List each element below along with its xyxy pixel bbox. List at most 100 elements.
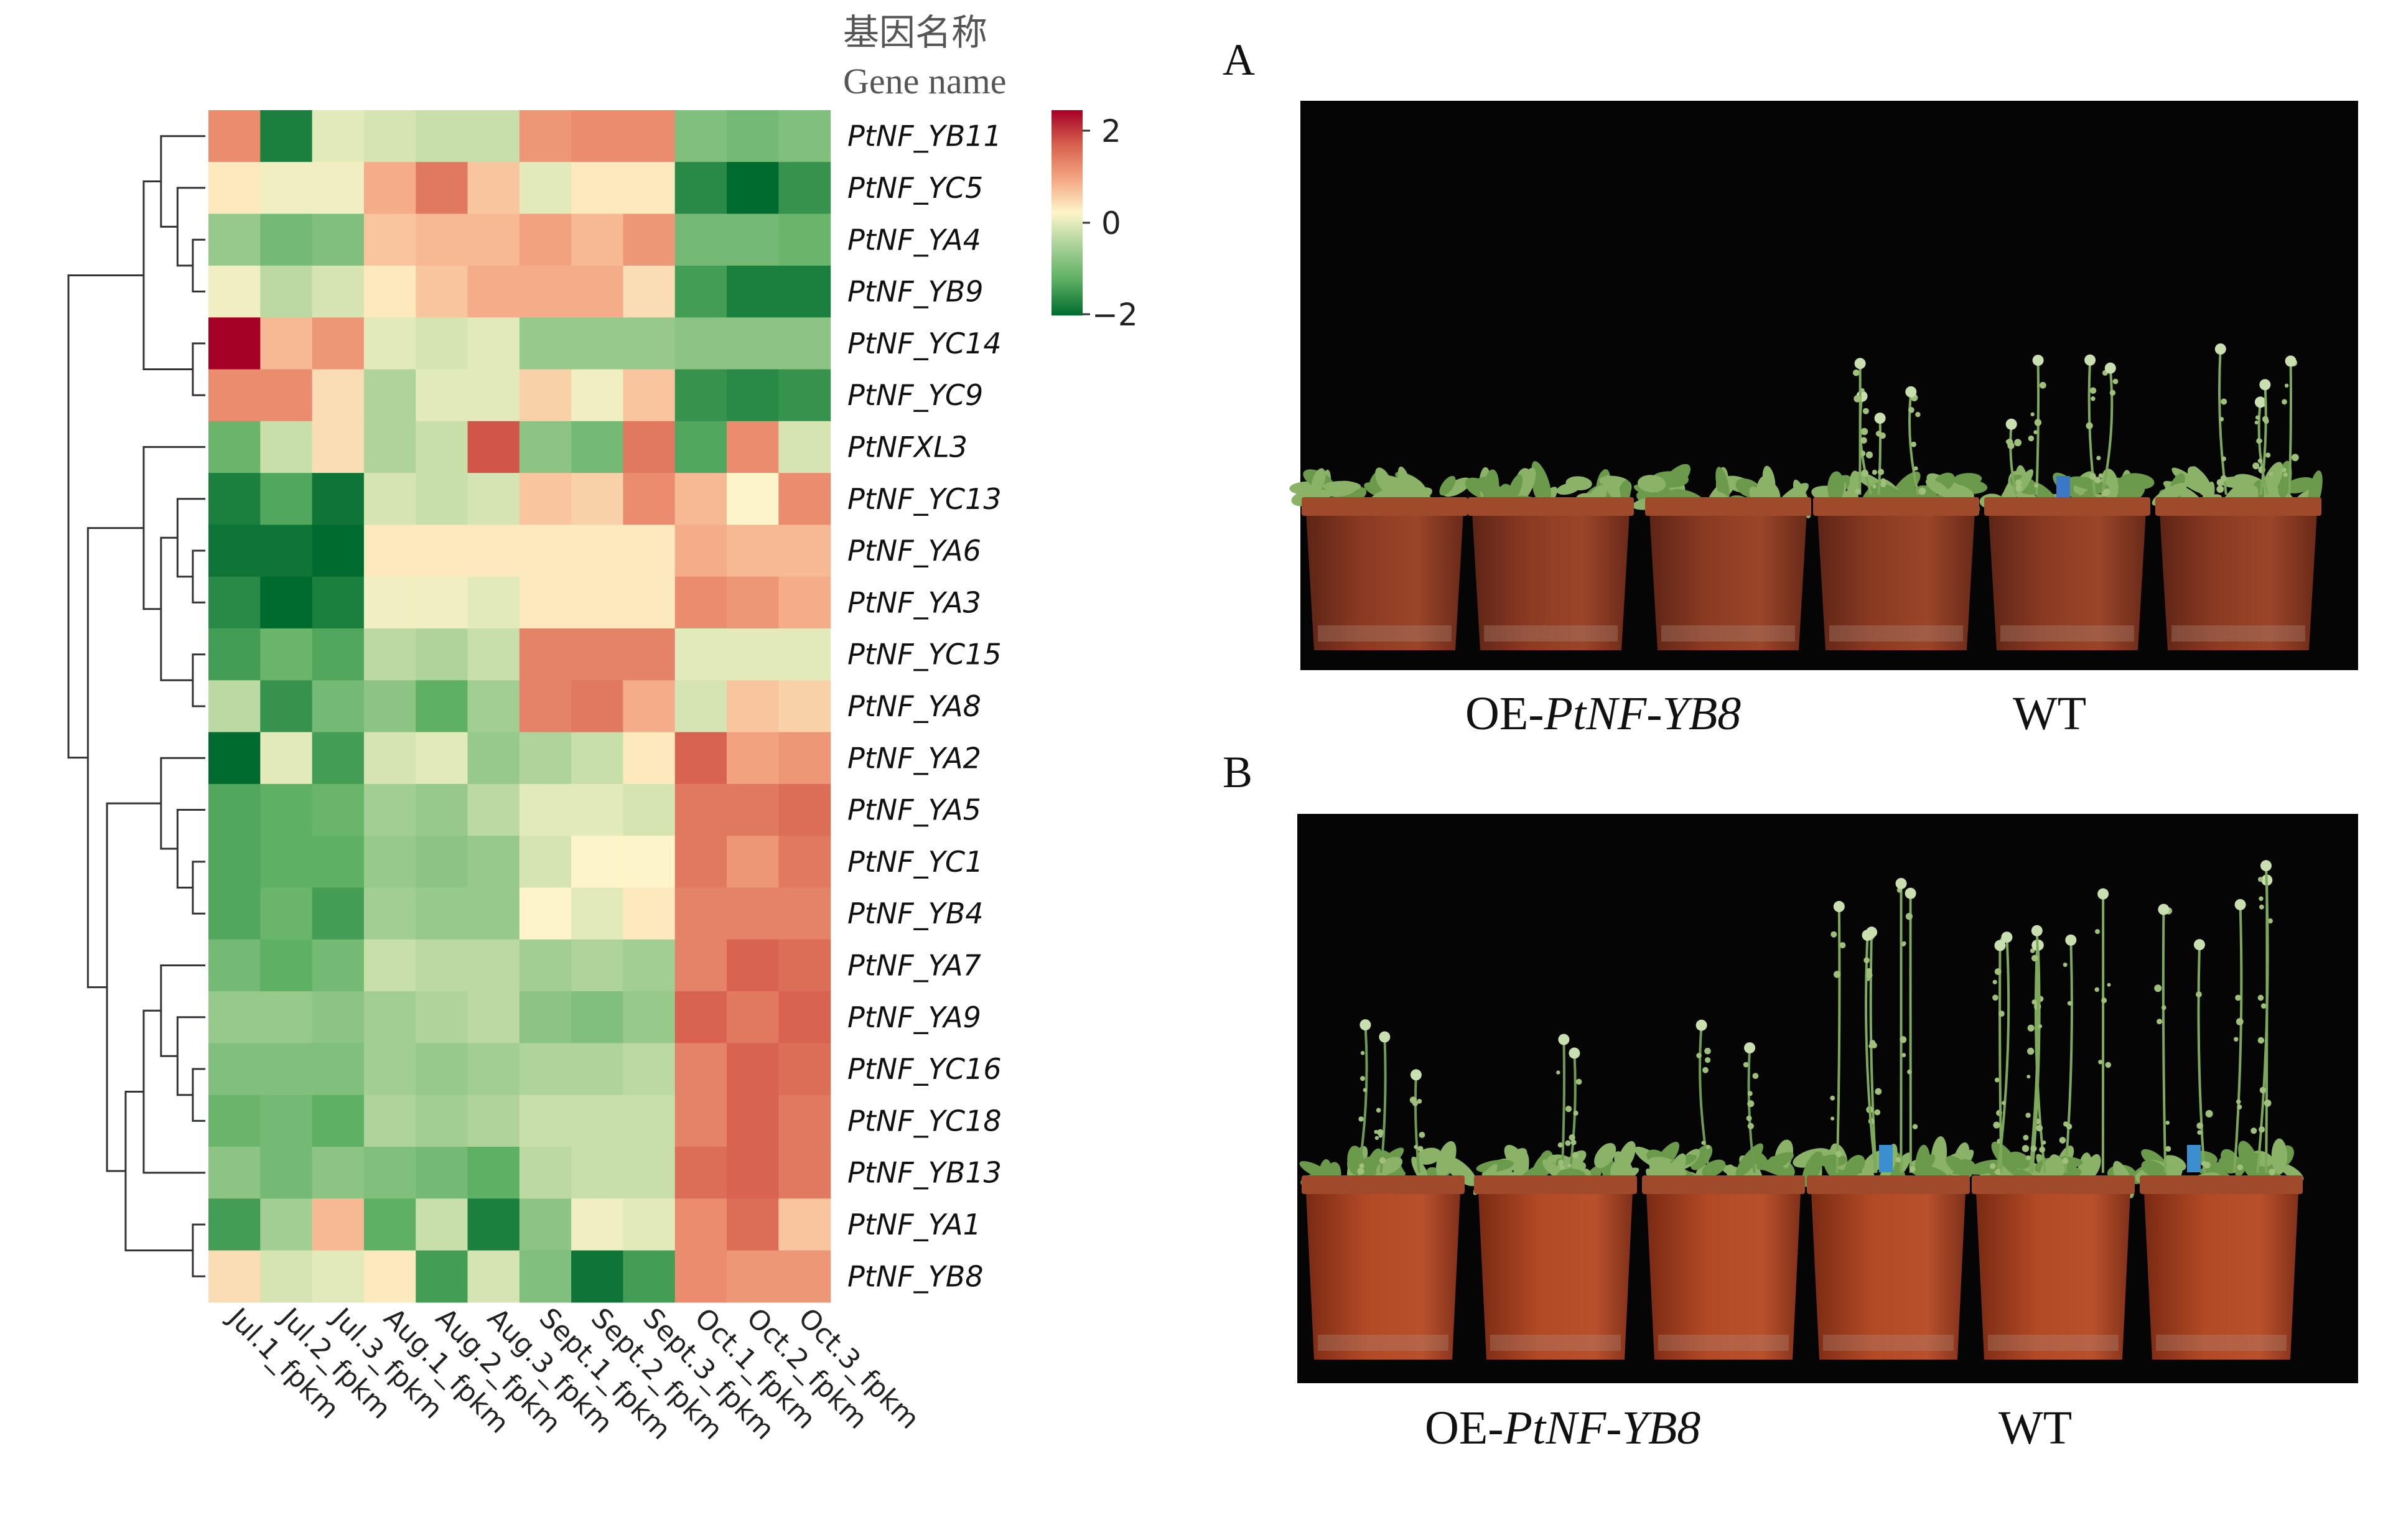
seed-pod [2284,383,2289,388]
leaf [1542,1159,1561,1178]
heatmap-cell [260,732,313,785]
heatmap-cell [260,680,313,733]
heatmap-cell [467,680,520,733]
heatmap-cell [727,162,779,215]
seed-pod [2257,994,2264,1001]
heatmap-cell [571,110,623,162]
heatmap-cell [363,991,416,1043]
flower-head [2065,934,2077,946]
flower-head [1862,930,1873,941]
heatmap-cell [363,836,416,889]
flower-pot [1817,501,1975,650]
dendrogram-branch [142,180,193,370]
heatmap-cell [416,110,469,162]
heatmap-cell [363,369,416,422]
flower-head [2097,888,2109,900]
photo-a-plants [1289,343,2323,520]
seed-pod [2265,452,2271,458]
heatmap-cell [363,1094,416,1147]
heatmap-cell [363,1043,416,1096]
dendrogram-branch [192,1068,205,1122]
seed-pod [1854,395,1861,403]
seed-pod [2259,904,2264,910]
heatmap-cell [312,162,365,215]
seed-pod [1752,1073,1759,1080]
seed-pod [1358,1116,1364,1122]
flower-head [2158,903,2170,915]
row-label: PtNF_YC13 [847,482,1002,516]
row-labels: PtNF_YB11 PtNF_YC5 PtNF_YA4 PtNF_YB9 PtNF_YC… [847,119,1002,1294]
row-label: PtNF_YA8 [847,689,981,723]
heatmap-cell [727,317,779,370]
heatmap-cell [312,732,365,785]
seed-pod [1376,1108,1381,1113]
heatmap-cell [571,836,623,889]
heatmap-cell [571,680,623,733]
flower-stem [1908,391,1920,495]
pot-rim [1474,1175,1637,1194]
heatmap-cell [727,628,779,681]
seed-pod [2205,1109,2213,1118]
seed-pod [1747,1091,1753,1096]
heatmap-cell [416,473,469,525]
heatmap-cell [467,369,520,422]
heatmap-cell [312,1094,365,1147]
heatmap-cell [208,783,261,836]
pot-base-stain [1490,1335,1621,1351]
photo-panel-b: B OE-PtNF-YB8 WT [1223,747,2358,1454]
seed-pod [1992,994,1998,1001]
heatmap-cell [467,576,520,629]
heatmap-cell [727,1147,779,1199]
seed-pod [2105,1062,2112,1068]
heatmap-cell [467,421,520,474]
flower-pot [1478,1179,1633,1360]
panel-b-caption-oe: OE-PtNF-YB8 [1425,1402,1700,1454]
dendrogram-branch [176,1016,205,1096]
heatmap-cell [571,939,623,992]
heatmap-cell [727,1250,779,1303]
heatmap-cell [571,628,623,681]
heatmap-cell [778,732,831,785]
seed-pod [2039,381,2046,389]
heatmap-cell [571,887,623,940]
pot-base-stain [1988,1335,2119,1351]
heatmap-cell [571,317,623,370]
heatmap-cell [519,939,572,992]
leaf [1637,475,1666,493]
leaf [1415,1147,1442,1165]
heatmap-cell [416,1094,469,1147]
seed-pod [2030,1145,2037,1152]
leaf [1817,1154,1848,1167]
heatmap-cell [208,939,261,992]
heatmap-cell [363,1198,416,1251]
seed-pod [1414,1145,1418,1149]
seed-pod [2157,1019,2163,1025]
heatmap-cell [519,317,572,370]
heatmap-cell [571,473,623,525]
seed-pod [1377,1129,1384,1136]
heatmap-cell [727,939,779,992]
heatmap-cell [674,473,727,525]
pot-base-stain [2171,625,2305,642]
seed-pod [2089,387,2097,394]
seed-pod [1379,1157,1386,1164]
seed-pod [2067,1001,2073,1006]
heatmap-cell [260,525,313,577]
heatmap-cell [571,1043,623,1096]
heatmap-cell [674,110,727,162]
heatmap-cell [623,213,676,266]
heatmap-cell [623,162,676,215]
heatmap-cell [519,1043,572,1096]
leaf [1364,1148,1382,1182]
heatmap-cell [363,265,416,318]
seed-pod [1565,1106,1572,1113]
heatmap-cell [778,421,831,474]
seed-pod [1912,1124,1918,1129]
heatmap-cell [727,213,779,266]
heatmap-cell [312,939,365,992]
flower-pot [2159,501,2318,650]
seed-pod [2234,1037,2239,1042]
panel-a-caption-gene: PtNF-YB8 [1544,688,1742,740]
heatmap-cell [571,1250,623,1303]
panel-b-label: B [1223,747,1252,797]
